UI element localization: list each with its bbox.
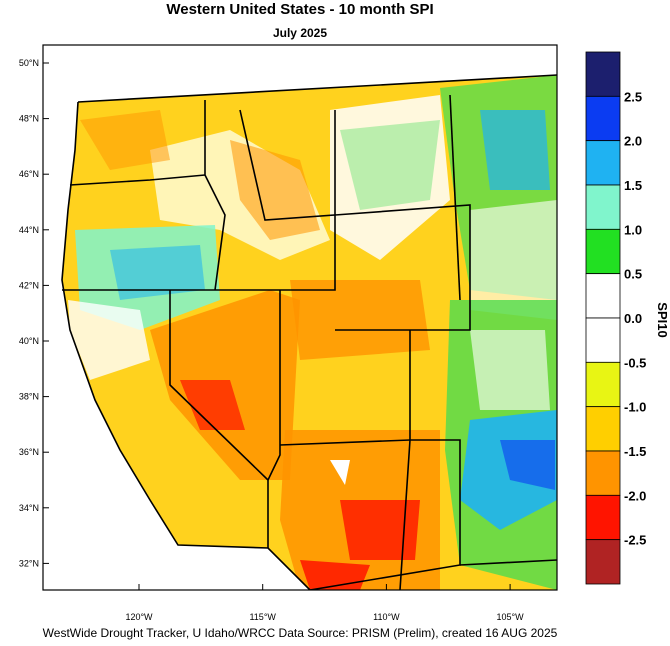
colorbar-label: 2.5 [624,89,642,104]
colorbar-bin [585,539,621,585]
colorbar-bin [585,273,621,319]
colorbar-bin [585,140,621,186]
colorbar-label: -2.0 [624,488,646,503]
lat-label: 38°N [19,392,39,402]
lat-label: 32°N [19,558,39,568]
colorbar-label: 1.5 [624,178,642,193]
colorbar-label: 0.5 [624,267,642,282]
colorbar: 2.5 2.0 1.5 1.0 0.5 0.0 -0.5 -1.0 -1.5 -2.0 -2.5 SP… [585,51,670,585]
lat-label: 42°N [19,280,39,290]
lon-label: 115°W [249,612,276,622]
colorbar-bin [585,317,621,363]
colorbar-label: 2.0 [624,134,642,149]
lon-label: 120°W [125,612,153,622]
lat-label: 40°N [19,336,39,346]
lon-label: 110°W [373,612,400,622]
colorbar-bin [585,228,621,275]
lat-label: 50°N [19,58,39,68]
colorbar-title: SPI10 [655,302,670,337]
colorbar-label: 1.0 [624,222,642,237]
lat-label: 34°N [19,503,39,513]
axes: 50°N 48°N 46°N 44°N 42°N 40°N 38°N 36°N 34°N 32°N… [19,58,524,622]
colorbar-bin [585,51,621,97]
lat-label: 36°N [19,447,39,457]
footer-credit: WestWide Drought Tracker, U Idaho/WRCC D… [43,626,558,640]
subtitle: July 2025 [273,26,327,40]
colorbar-bin [585,361,621,408]
colorbar-bin [585,95,621,142]
map [43,45,557,590]
colorbar-bin [585,184,621,230]
colorbar-label: -1.0 [624,400,646,415]
lat-label: 48°N [19,114,39,124]
lat-label: 44°N [19,225,39,235]
colorbar-label: -0.5 [624,355,646,370]
lat-label: 46°N [19,169,39,179]
lon-label: 105°W [497,612,525,622]
map-frame [42,44,558,591]
colorbar-bin [585,406,621,452]
colorbar-label: -2.5 [624,533,646,548]
colorbar-bin [585,494,621,541]
colorbar-bin [585,450,621,496]
colorbar-label: 0.0 [624,311,642,326]
title: Western United States - 10 month SPI [166,1,433,18]
colorbar-label: -1.5 [624,444,646,459]
